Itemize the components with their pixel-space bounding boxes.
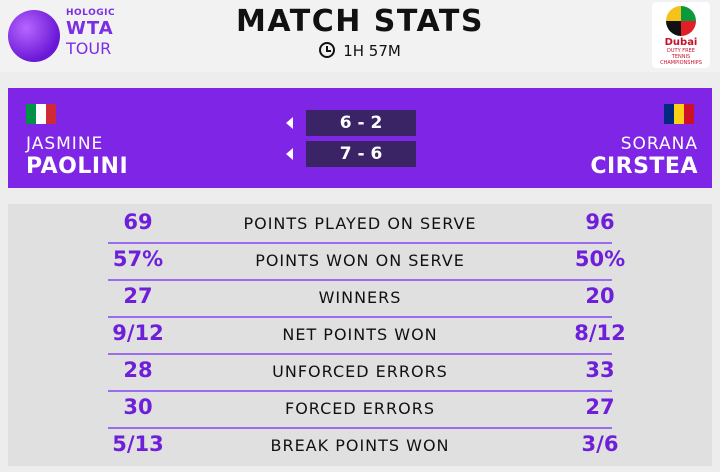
row-divider (108, 279, 612, 281)
row-divider (108, 316, 612, 318)
dubai-logo-line-3: TENNIS (671, 54, 691, 60)
stat-label: UNFORCED ERRORS (272, 362, 448, 381)
stat-row: 27 WINNERS 20 (8, 282, 712, 318)
clock-icon (319, 42, 336, 58)
right-stat-value: 96 (585, 210, 615, 234)
stat-row: 28 UNFORCED ERRORS 33 (8, 356, 712, 392)
right-stat-value: 27 (585, 395, 615, 419)
dubai-tournament-logo: Dubai DUTY FREE TENNIS CHAMPIONSHIPS (652, 2, 710, 68)
set-1-score: 6 - 2 (306, 110, 416, 136)
stat-row: 9/12 NET POINTS WON 8/12 (8, 319, 712, 355)
left-stat-value: 27 (123, 284, 153, 308)
logo-line-2: WTA (66, 18, 114, 39)
header: HOLOGIC WTA TOUR MATCH STATS 1H 57M Duba… (0, 0, 720, 72)
romania-flag-icon (664, 104, 694, 124)
stat-label: NET POINTS WON (282, 325, 438, 344)
set-2-score: 7 - 6 (306, 141, 416, 167)
stat-label: WINNERS (318, 288, 402, 307)
left-player-last-name: PAOLINI (26, 154, 129, 179)
dubai-emblem-icon (666, 6, 696, 36)
set-2-arrow-icon (286, 148, 293, 160)
left-player-first-name: JASMINE (26, 134, 104, 154)
logo-line-1: HOLOGIC (66, 8, 116, 18)
right-stat-value: 8/12 (574, 321, 626, 345)
duration-text: 1H 57M (343, 42, 401, 60)
stats-table: 69 POINTS PLAYED ON SERVE 96 57% POINTS … (8, 204, 712, 466)
right-stat-value: 20 (585, 284, 615, 308)
stat-label: BREAK POINTS WON (270, 436, 450, 455)
row-divider (108, 353, 612, 355)
right-player-first-name: SORANA (620, 134, 698, 154)
match-duration: 1H 57M (0, 42, 720, 60)
stat-row: 30 FORCED ERRORS 27 (8, 393, 712, 429)
row-divider (108, 427, 612, 429)
logo-line-3: TOUR (66, 39, 112, 58)
right-stat-value: 3/6 (581, 432, 619, 456)
stat-label: POINTS WON ON SERVE (255, 251, 465, 270)
left-stat-value: 28 (123, 358, 153, 382)
row-divider (108, 242, 612, 244)
left-stat-value: 57% (112, 247, 164, 271)
scoreboard-band: JASMINE PAOLINI 6 - 2 7 - 6 SORANA CIRST… (8, 88, 712, 188)
right-player-last-name: CIRSTEA (590, 154, 698, 179)
page-title: MATCH STATS (236, 4, 484, 39)
stat-label: POINTS PLAYED ON SERVE (243, 214, 477, 233)
dubai-logo-line-4: CHAMPIONSHIPS (660, 60, 702, 66)
left-stat-value: 30 (123, 395, 153, 419)
stat-row: 57% POINTS WON ON SERVE 50% (8, 245, 712, 281)
left-stat-value: 69 (123, 210, 153, 234)
wta-emblem-icon (8, 10, 60, 62)
right-stat-value: 33 (585, 358, 615, 382)
right-stat-value: 50% (574, 247, 626, 271)
row-divider (108, 390, 612, 392)
stat-label: FORCED ERRORS (284, 399, 435, 418)
wta-tour-logo: HOLOGIC WTA TOUR (8, 6, 128, 64)
dubai-logo-line-1: Dubai (664, 37, 698, 48)
stat-row: 5/13 BREAK POINTS WON 3/6 (8, 430, 712, 466)
italy-flag-icon (26, 104, 56, 124)
left-stat-value: 5/13 (112, 432, 164, 456)
stat-row: 69 POINTS PLAYED ON SERVE 96 (8, 208, 712, 244)
left-stat-value: 9/12 (112, 321, 164, 345)
set-1-arrow-icon (286, 117, 293, 129)
dubai-logo-line-2: DUTY FREE (667, 48, 695, 54)
